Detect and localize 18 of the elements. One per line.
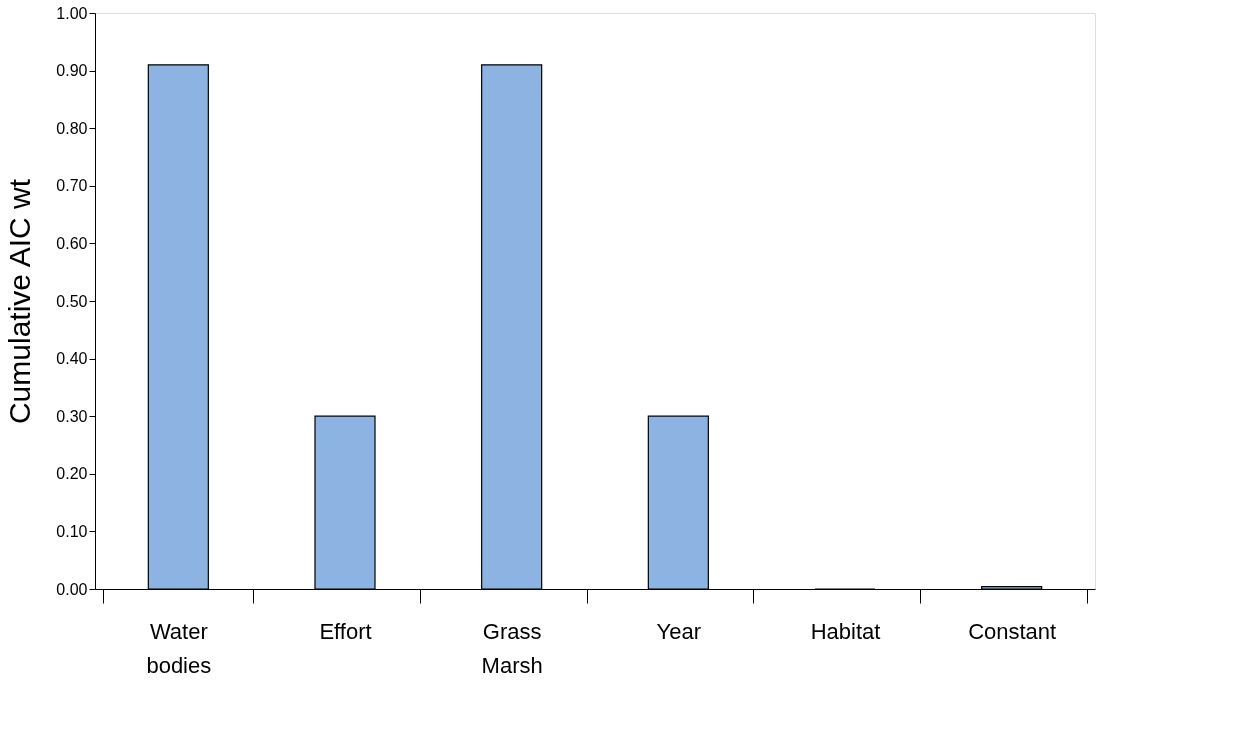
x-tick-label: Effort: [319, 618, 372, 644]
x-tick-label: Grass Marsh: [481, 618, 543, 678]
y-tick-label: 1.00: [56, 4, 88, 22]
y-tick-label: 0.10: [56, 522, 88, 540]
y-tick-label: 0.50: [56, 292, 88, 310]
y-tick-label: 0.70: [56, 177, 88, 195]
x-tick-label: Water bodies: [146, 618, 212, 678]
y-tick-label: 0.20: [56, 465, 88, 483]
y-tick-label: 0.90: [56, 62, 88, 80]
y-axis-title: Cumulative AIC wt: [3, 178, 37, 425]
x-tick-label: Year: [656, 618, 702, 644]
y-tick-label: 0.40: [56, 350, 88, 368]
x-tick-label: Constant: [968, 618, 1057, 644]
x-tick-label: Habitat: [810, 618, 881, 644]
y-tick-label: 0.00: [56, 580, 88, 598]
y-tick-label: 0.30: [56, 407, 88, 425]
y-tick-label: 0.80: [56, 119, 88, 137]
y-tick-label: 0.60: [56, 234, 88, 252]
